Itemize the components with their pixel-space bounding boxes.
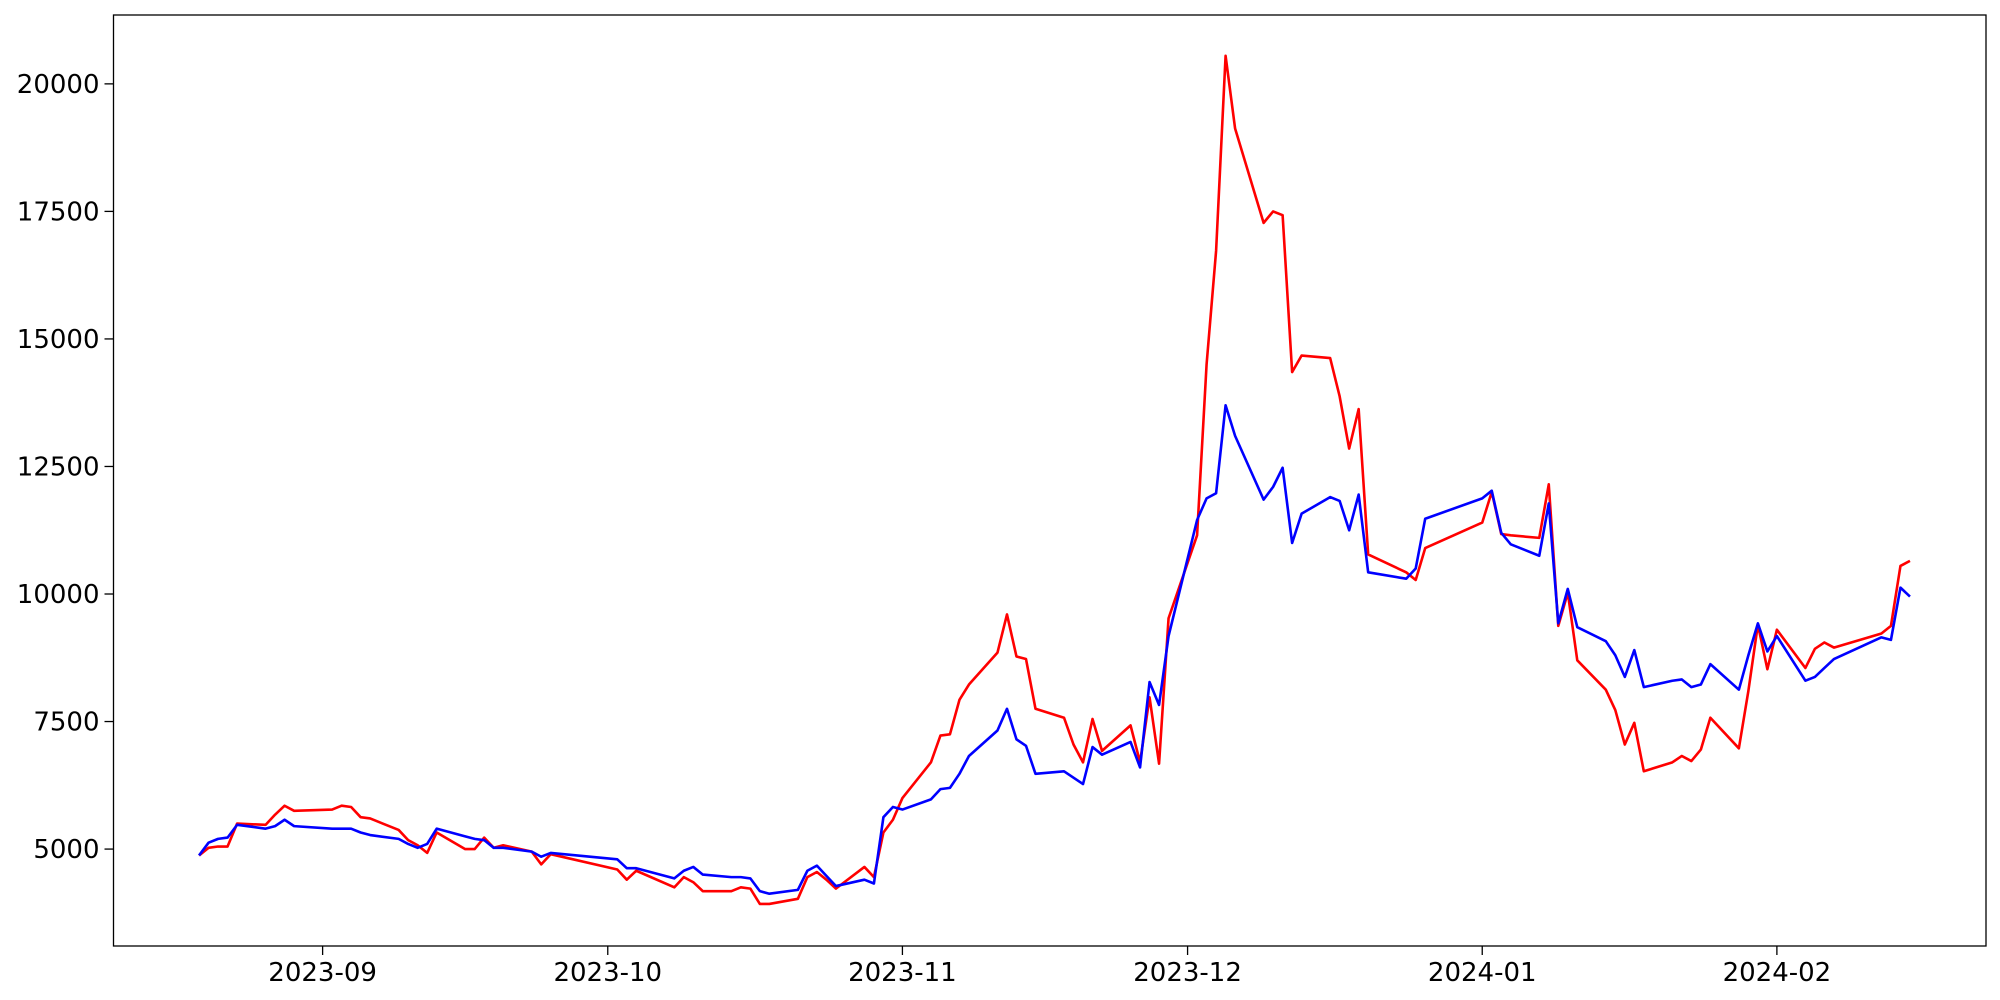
y-tick-label: 10000 <box>17 580 100 610</box>
series-line <box>198 403 1911 896</box>
x-tick-label: 2024-02 <box>1723 958 1832 988</box>
y-tick-label: 17500 <box>17 197 100 227</box>
x-tick-label: 2023-12 <box>1133 958 1242 988</box>
y-tick-label: 20000 <box>17 70 100 100</box>
y-tick-label: 5000 <box>33 835 99 865</box>
plot-frame <box>112 14 1987 947</box>
y-tick-label: 15000 <box>17 325 100 355</box>
y-tick-label: 12500 <box>17 452 100 482</box>
x-tick-label: 2023-10 <box>553 958 662 988</box>
y-tick-label: 7500 <box>33 708 99 738</box>
x-tick-label: 2024-01 <box>1428 958 1537 988</box>
x-tick-label: 2023-11 <box>848 958 957 988</box>
x-tick-label: 2023-09 <box>268 958 377 988</box>
series-line <box>198 54 1911 906</box>
